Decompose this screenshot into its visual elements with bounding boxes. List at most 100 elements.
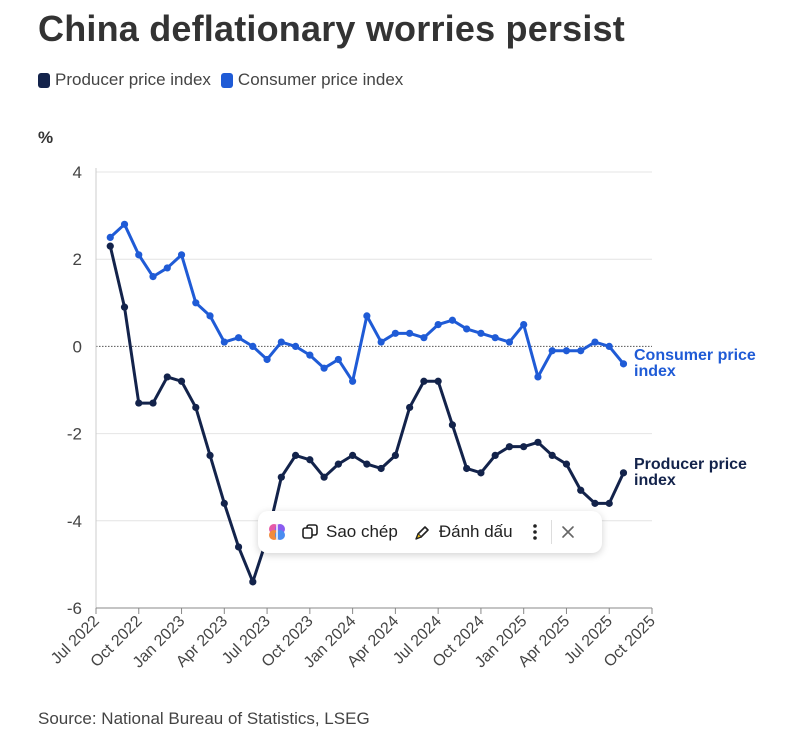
- y-tick-label: 4: [73, 163, 82, 182]
- data-point-cpi: [106, 233, 114, 241]
- data-point-ppi: [605, 499, 613, 507]
- data-point-ppi: [377, 464, 385, 473]
- data-point-ppi: [391, 451, 399, 459]
- data-point-ppi: [334, 460, 342, 468]
- source-note: Source: National Bureau of Statistics, L…: [38, 709, 370, 728]
- highlighter-icon: [415, 526, 429, 540]
- data-point-cpi: [306, 351, 314, 359]
- data-point-ppi: [192, 403, 200, 412]
- data-point-ppi: [577, 486, 585, 494]
- data-point-cpi: [377, 338, 385, 346]
- legend-label-cpi: Consumer price index: [237, 70, 404, 89]
- data-point-cpi: [249, 342, 257, 350]
- data-point-cpi: [505, 338, 514, 346]
- data-point-cpi: [591, 338, 599, 346]
- data-point-cpi: [163, 264, 171, 272]
- data-point-ppi: [249, 578, 257, 586]
- y-tick-label: -2: [67, 425, 82, 444]
- legend-item-ppi: Producer price index: [38, 70, 211, 90]
- data-point-cpi: [406, 329, 414, 337]
- data-point-ppi: [135, 399, 143, 407]
- data-point-ppi: [177, 377, 186, 385]
- data-point-cpi: [363, 312, 371, 320]
- highlight-button[interactable]: Đánh dấu: [414, 522, 513, 542]
- y-tick-label: 2: [73, 250, 82, 269]
- data-point-ppi: [277, 473, 285, 481]
- data-point-ppi: [562, 460, 571, 468]
- end-label-cpi: index: [634, 363, 676, 380]
- more-vertical-icon: [532, 524, 537, 540]
- data-point-ppi: [448, 421, 457, 429]
- data-point-ppi: [505, 443, 514, 451]
- series-line-cpi: [109, 222, 625, 383]
- more-options-button[interactable]: [531, 523, 539, 541]
- data-point-cpi: [463, 325, 471, 333]
- data-point-cpi: [534, 373, 542, 381]
- data-point-ppi: [463, 464, 471, 473]
- data-point-ppi: [491, 451, 499, 459]
- data-point-cpi: [135, 251, 143, 259]
- data-point-ppi: [106, 242, 114, 250]
- data-point-ppi: [149, 399, 157, 407]
- copy-label: Sao chép: [326, 522, 398, 541]
- data-point-ppi: [619, 469, 628, 477]
- data-point-cpi: [291, 342, 300, 350]
- y-tick-label: 0: [73, 337, 82, 356]
- legend-label-ppi: Producer price index: [55, 70, 211, 89]
- legend-swatch-ppi: [38, 72, 50, 88]
- data-point-cpi: [349, 377, 357, 385]
- selection-toolbar: Sao chép Đánh dấu: [258, 511, 602, 553]
- legend-swatch-cpi: [220, 72, 233, 88]
- end-label-ppi: Producer price: [634, 456, 747, 473]
- data-point-ppi: [548, 451, 556, 459]
- data-point-ppi: [349, 451, 357, 459]
- data-point-cpi: [263, 355, 271, 364]
- data-point-cpi: [234, 334, 243, 342]
- data-point-ppi: [520, 443, 528, 451]
- data-point-cpi: [605, 342, 613, 350]
- y-tick-label: -6: [67, 599, 82, 618]
- end-label-cpi: Consumer price: [634, 347, 756, 364]
- data-point-ppi: [534, 438, 542, 446]
- data-point-ppi: [206, 451, 214, 459]
- data-point-cpi: [434, 321, 442, 329]
- data-point-cpi: [391, 329, 399, 337]
- data-point-ppi: [163, 373, 171, 381]
- y-unit-label: %: [38, 128, 54, 147]
- close-icon: [561, 526, 574, 538]
- data-point-cpi: [619, 360, 628, 368]
- legend-item-cpi: Consumer price index: [220, 70, 404, 90]
- data-point-cpi: [277, 338, 285, 346]
- data-point-ppi: [320, 473, 328, 481]
- data-point-cpi: [334, 355, 342, 364]
- data-point-ppi: [406, 403, 414, 412]
- y-tick-label: -4: [67, 512, 82, 531]
- ai-brain-button[interactable]: [267, 522, 287, 542]
- brain-icon: [269, 524, 285, 540]
- data-point-ppi: [420, 377, 428, 385]
- data-point-cpi: [149, 273, 157, 281]
- data-point-cpi: [220, 338, 228, 346]
- close-button[interactable]: [560, 524, 576, 540]
- toolbar-divider: [550, 520, 552, 544]
- data-point-ppi: [234, 543, 243, 551]
- highlight-label: Đánh dấu: [438, 522, 513, 541]
- data-point-cpi: [177, 251, 186, 259]
- copy-icon: [302, 524, 318, 539]
- data-point-ppi: [477, 469, 485, 477]
- data-point-ppi: [591, 499, 599, 507]
- chart-title: China deflationary worries persist: [38, 8, 625, 49]
- data-point-cpi: [448, 316, 457, 324]
- data-point-cpi: [548, 347, 556, 355]
- end-label-ppi: index: [634, 472, 676, 489]
- data-point-cpi: [562, 347, 571, 355]
- data-point-cpi: [491, 334, 499, 342]
- data-point-cpi: [420, 334, 428, 342]
- data-point-cpi: [320, 364, 328, 372]
- data-point-ppi: [220, 499, 228, 507]
- copy-button[interactable]: Sao chép: [301, 522, 398, 542]
- data-point-ppi: [363, 460, 371, 468]
- data-point-cpi: [192, 299, 200, 307]
- data-point-ppi: [120, 303, 129, 311]
